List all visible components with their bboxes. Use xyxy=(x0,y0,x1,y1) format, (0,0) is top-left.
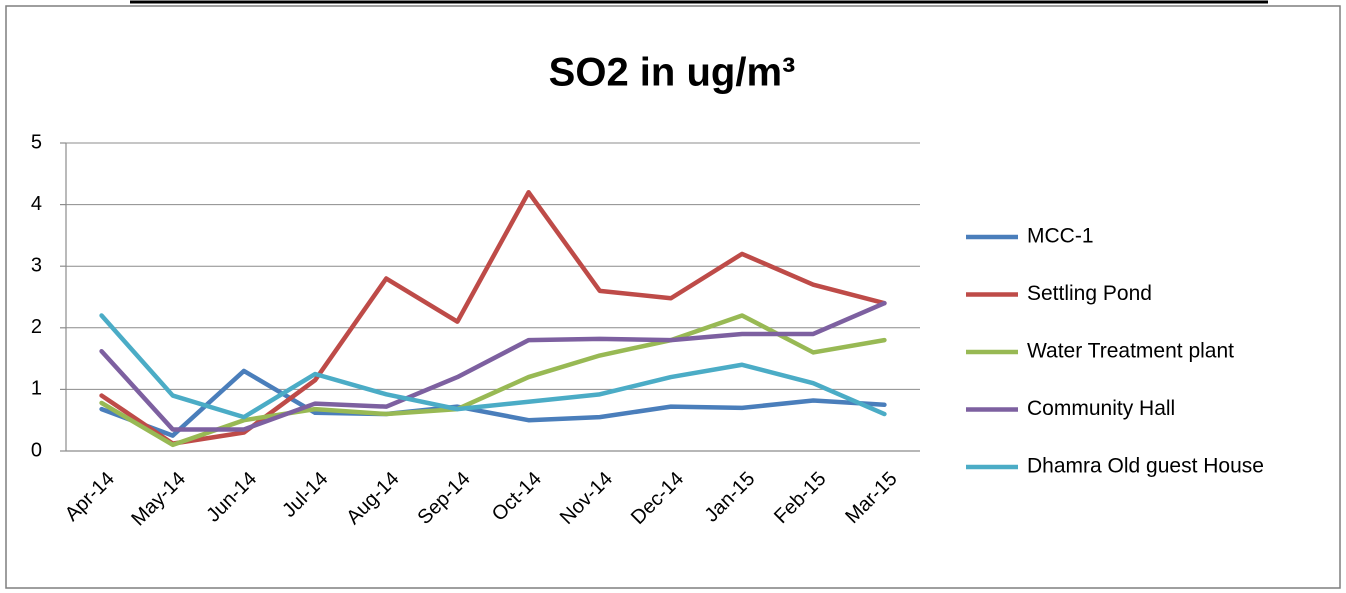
series-line xyxy=(99,190,887,446)
y-tick-label: 4 xyxy=(31,193,42,215)
y-tick-label: 3 xyxy=(31,254,42,276)
series-line xyxy=(99,313,887,448)
y-tick-label: 5 xyxy=(31,131,42,153)
legend-label: Settling Pond xyxy=(1027,282,1152,305)
legend-label: MCC-1 xyxy=(1027,225,1094,248)
series-line xyxy=(99,313,887,420)
legend-label: Dhamra Old guest House xyxy=(1027,455,1264,478)
y-tick-label: 2 xyxy=(31,316,42,338)
legend-label: Water Treatment plant xyxy=(1027,340,1234,363)
chart-title: SO2 in ug/m³ xyxy=(549,51,796,95)
y-tick-label: 1 xyxy=(31,378,42,400)
series-line xyxy=(99,368,887,438)
series-line xyxy=(99,300,887,432)
y-tick-label: 0 xyxy=(31,439,42,461)
legend-label: Community Hall xyxy=(1027,397,1175,420)
